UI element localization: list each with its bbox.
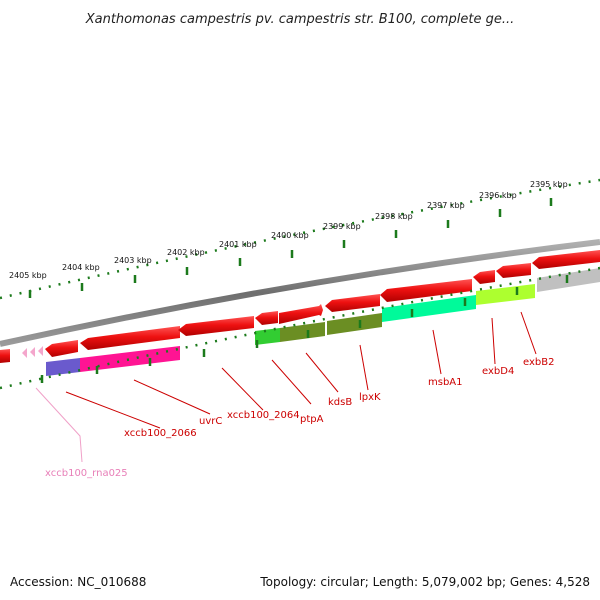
gene-label-lpxk: lpxK bbox=[359, 392, 381, 403]
tick-labels: 2405 kbp 2404 kbp 2403 kbp 2402 kbp 2401… bbox=[9, 180, 568, 280]
leader-line bbox=[35, 387, 83, 463]
tick-label: 2400 kbp bbox=[271, 231, 309, 240]
tick-label: 2398 kbp bbox=[375, 212, 413, 221]
feature-band bbox=[382, 295, 476, 322]
rna-arrow bbox=[30, 347, 35, 357]
genome-backbone bbox=[0, 239, 600, 347]
feature-bands bbox=[46, 268, 600, 376]
major-ticks-lower bbox=[40, 275, 569, 383]
gene-arrow bbox=[178, 316, 254, 336]
tick-label: 2396 kbp bbox=[479, 191, 517, 200]
rna-arrow bbox=[22, 348, 27, 358]
feature-band bbox=[476, 284, 535, 305]
leader-line bbox=[520, 311, 537, 355]
gene-label-exbd4: exbD4 bbox=[482, 366, 514, 377]
leader-line bbox=[133, 379, 211, 415]
accession-text: Accession: NC_010688 bbox=[10, 575, 146, 589]
gene-arrow bbox=[473, 270, 495, 284]
gene-label-exbb2: exbB2 bbox=[523, 357, 554, 368]
leader-line bbox=[221, 367, 264, 411]
leader-line bbox=[65, 391, 161, 429]
tick-label: 2405 kbp bbox=[9, 271, 47, 280]
tick-label: 2395 kbp bbox=[530, 180, 568, 189]
feature-band bbox=[327, 313, 382, 335]
gene-arrow bbox=[380, 279, 472, 302]
gene-arrow bbox=[279, 304, 323, 324]
gene-arrow bbox=[0, 349, 10, 363]
forward-strand-genes bbox=[0, 250, 600, 363]
gene-arrow bbox=[325, 294, 380, 312]
major-ticks-upper bbox=[28, 198, 553, 298]
gene-arrow bbox=[80, 326, 180, 350]
tick-label: 2397 kbp bbox=[427, 201, 465, 210]
gene-label-xccb100-2064: xccb100_2064 bbox=[227, 410, 300, 421]
rna-arrow bbox=[38, 346, 43, 356]
feature-band bbox=[80, 346, 180, 372]
gene-label-ptpa: ptpA bbox=[300, 414, 324, 425]
tick-label: 2401 kbp bbox=[219, 240, 257, 249]
tick-label: 2399 kbp bbox=[323, 222, 361, 231]
gene-label-uvrc: uvrC bbox=[199, 416, 222, 427]
leader-line bbox=[305, 352, 339, 393]
map-title: Xanthomonas campestris pv. campestris st… bbox=[85, 12, 515, 27]
tick-label: 2403 kbp bbox=[114, 256, 152, 265]
gene-label-msba1: msbA1 bbox=[428, 377, 463, 388]
leader-line bbox=[271, 359, 312, 405]
gene-arrow bbox=[45, 340, 78, 357]
feature-band bbox=[537, 268, 600, 292]
genome-summary-text: Topology: circular; Length: 5,079,002 bp… bbox=[259, 575, 590, 589]
feature-band bbox=[255, 328, 280, 345]
gene-arrow bbox=[255, 311, 278, 325]
gene-arrow bbox=[496, 263, 531, 278]
leader-line bbox=[359, 344, 369, 391]
gene-label-kdsb: kdsB bbox=[328, 397, 352, 408]
feature-band bbox=[46, 358, 80, 376]
leader-line bbox=[432, 329, 442, 375]
gene-label-xccb100-2066: xccb100_2066 bbox=[124, 428, 197, 439]
label-leaders bbox=[35, 311, 537, 463]
tick-label: 2402 kbp bbox=[167, 248, 205, 257]
tick-label: 2404 kbp bbox=[62, 263, 100, 272]
gene-label-xccb100-rna025: xccb100_rna025 bbox=[45, 468, 128, 479]
leader-line bbox=[491, 317, 496, 365]
rna-features bbox=[22, 346, 43, 358]
gene-arrow bbox=[532, 250, 600, 269]
feature-band bbox=[280, 322, 325, 342]
gene-labels: xccb100_rna025 xccb100_2066 uvrC xccb100… bbox=[45, 357, 554, 479]
